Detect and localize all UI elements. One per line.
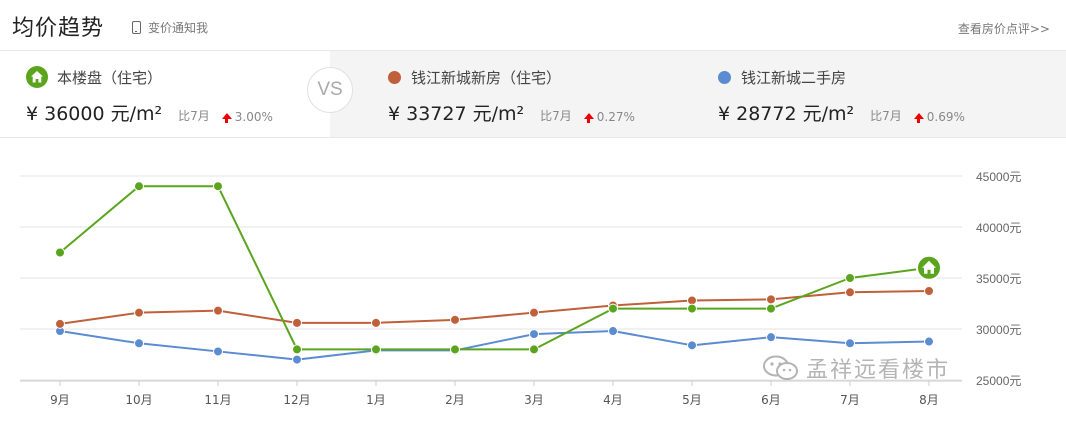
compare-card-name: 钱江新城二手房 [741, 68, 847, 87]
header: 均价趋势 变价通知我 查看房价点评>> [0, 0, 1066, 50]
data-point [687, 340, 697, 351]
price-notify-label: 变价通知我 [148, 21, 209, 35]
y-tick-label: 45000元 [976, 170, 1021, 184]
x-tick-label: 2月 [445, 393, 465, 407]
x-tick-label: 11月 [204, 393, 231, 407]
data-point [529, 344, 539, 355]
data-point [450, 314, 460, 325]
compare-card-mom-label: 比7月 [178, 109, 210, 123]
data-point [55, 318, 65, 329]
data-point [529, 307, 539, 318]
y-tick-label: 35000元 [976, 272, 1021, 286]
compare-card-change: 0.69% [926, 110, 965, 124]
data-point [529, 329, 539, 340]
house-icon [26, 66, 48, 88]
wechat-icon [762, 355, 800, 381]
series-line [59, 289, 930, 325]
compare-card-change: 0.27% [596, 110, 635, 124]
data-point [292, 354, 302, 365]
compare-card-mom-label: 比7月 [870, 109, 902, 123]
compare-card-unit: 元/m² [802, 103, 855, 125]
price-notify-button[interactable]: 变价通知我 [132, 19, 208, 36]
compare-card-unit: 元/m² [472, 103, 525, 125]
data-point [924, 285, 934, 296]
y-tick-label: 40000元 [976, 221, 1021, 235]
arrow-up-icon [221, 113, 232, 123]
data-point [766, 294, 776, 305]
watermark-text: 孟祥远看楼市 [806, 358, 951, 383]
data-point [134, 338, 144, 349]
arrow-up-icon [583, 113, 594, 123]
data-point [845, 338, 855, 349]
series-line [59, 330, 930, 361]
compare-card-name: 钱江新城新房（住宅） [411, 68, 562, 87]
data-point [687, 295, 697, 306]
data-point [766, 332, 776, 343]
page-title: 均价趋势 [12, 16, 105, 41]
x-tick-label: 6月 [761, 393, 781, 407]
compare-card-new-homes: 钱江新城新房（住宅） ¥ 33727 元/m² 比7月 0.27% [388, 65, 635, 126]
data-point [766, 303, 776, 314]
data-point [213, 305, 223, 316]
arrow-up-icon [913, 113, 924, 123]
data-point [134, 181, 144, 192]
data-point [292, 317, 302, 328]
compare-card-change: 3.00% [234, 110, 273, 124]
data-point [371, 344, 381, 355]
data-point [134, 307, 144, 318]
data-point [292, 344, 302, 355]
y-tick-label: 30000元 [976, 323, 1021, 337]
compare-card-unit: 元/m² [110, 103, 163, 125]
x-tick-label: 5月 [682, 393, 702, 407]
x-tick-label: 12月 [283, 393, 310, 407]
compare-card-mom-label: 比7月 [540, 109, 572, 123]
vs-badge: VS [307, 67, 353, 113]
this-project-panel: 本楼盘（住宅） ¥ 36000 元/m² 比7月 3.00% [0, 51, 330, 137]
series-dot-icon [718, 70, 731, 84]
compare-card-second-hand: 钱江新城二手房 ¥ 28772 元/m² 比7月 0.69% [718, 65, 965, 126]
x-tick-label: 1月 [366, 393, 386, 407]
comparison-panel: 钱江新城新房（住宅） ¥ 33727 元/m² 比7月 0.27% 钱江新城二手… [330, 51, 1066, 137]
x-tick-label: 4月 [603, 393, 623, 407]
series-line [59, 185, 930, 351]
x-tick-label: 9月 [50, 393, 70, 407]
series-dot-icon [388, 70, 401, 84]
watermark: 孟祥远看楼市 [762, 352, 950, 384]
data-point [845, 287, 855, 298]
compare-card-price: ¥ 36000 [26, 103, 105, 125]
data-point [213, 346, 223, 357]
data-point [608, 326, 618, 337]
compare-card-price: ¥ 33727 [388, 103, 467, 125]
data-point [608, 303, 618, 314]
data-point [687, 303, 697, 314]
compare-card-price: ¥ 28772 [718, 103, 797, 125]
phone-icon [132, 21, 141, 34]
price-trend-chart: 45000元 40000元 35000元 30000元 25000元 9月 10月 11月 12… [0, 140, 1066, 424]
price-trend-chart-svg: 45000元 40000元 35000元 30000元 25000元 9月 10月 11月 12… [20, 170, 1021, 407]
x-tick-label: 10月 [125, 393, 152, 407]
data-point [55, 247, 65, 258]
x-tick-label: 7月 [840, 393, 860, 407]
data-point [450, 344, 460, 355]
x-tick-label: 8月 [919, 393, 939, 407]
data-point [845, 273, 855, 283]
y-tick-label: 25000元 [976, 374, 1021, 388]
data-point [924, 336, 934, 347]
price-review-link[interactable]: 查看房价点评>> [957, 22, 1050, 36]
compare-card-this-project: 本楼盘（住宅） ¥ 36000 元/m² 比7月 3.00% [26, 65, 273, 126]
x-tick-label: 3月 [524, 393, 544, 407]
data-point [213, 181, 223, 192]
comparison-bar: 本楼盘（住宅） ¥ 36000 元/m² 比7月 3.00% 钱江新城新房（住宅… [0, 50, 1066, 138]
data-point [371, 317, 381, 328]
house-icon [922, 260, 936, 274]
compare-card-name: 本楼盘（住宅） [57, 68, 163, 87]
